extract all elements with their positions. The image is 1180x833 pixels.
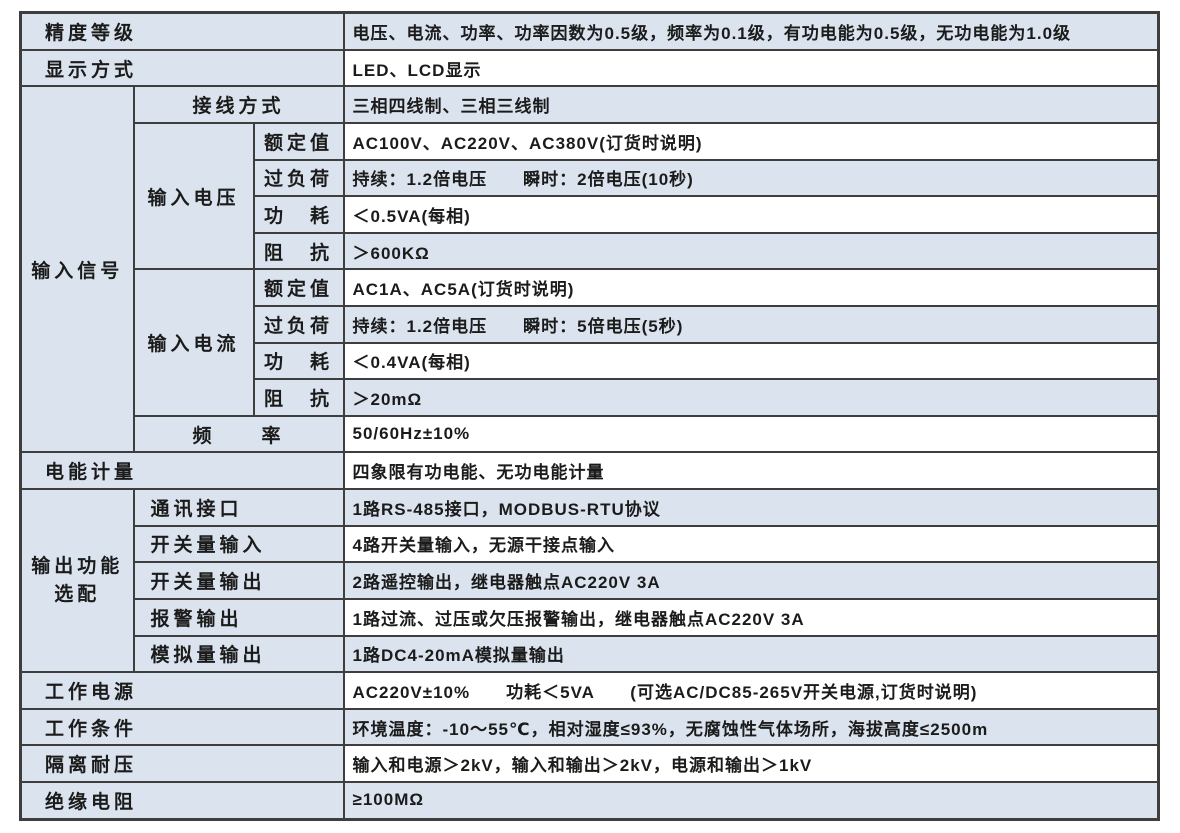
table-row: 绝缘电阻 ≥100MΩ (19, 780, 1160, 821)
analog-output-label: 模拟量输出 (132, 634, 345, 674)
digital-input-label: 开关量输入 (132, 524, 345, 564)
spec-table: 精度等级 电压、电流、功率、功率因数为0.5级，频率为0.1级，有功电能为0.5… (19, 11, 1160, 821)
voltage-power-consumption-value: ＜0.5VA(每相) (342, 195, 1160, 234)
working-power-label: 工作电源 (19, 671, 345, 710)
table-row: 工作条件 环境温度：-10～55℃，相对湿度≤93%，无腐蚀性气体场所，海拔高度… (19, 707, 1160, 747)
input-signal-label: 输入信号 (19, 85, 135, 454)
digital-output-value: 2路遥控输出，继电器触点AC220V 3A (342, 561, 1160, 600)
table-row: 隔离耐压 输入和电源＞2kV，输入和输出＞2kV，电源和输出＞1kV (19, 744, 1160, 783)
accuracy-class-label: 精度等级 (19, 11, 345, 51)
isolation-voltage-label: 隔离耐压 (19, 744, 345, 783)
voltage-power-consumption-label: 功 耗 (252, 195, 345, 234)
digital-input-value: 4路开关量输入，无源干接点输入 (342, 524, 1160, 564)
table-row: 输入电流 额定值 AC1A、AC5A(订货时说明) (21, 268, 1160, 417)
insulation-resistance-label: 绝缘电阻 (19, 780, 345, 821)
frequency-label: 频 率 (132, 414, 345, 454)
table-row: 功 耗 ＜0.5VA(每相) (21, 195, 1160, 234)
current-overload-value: 持续：1.2倍电压 瞬时：5倍电压(5秒) (342, 305, 1160, 344)
analog-output-value: 1路DC4-20mA模拟量输出 (342, 634, 1160, 674)
table-row: 输入信号 接线方式 三相四线制、三相三线制 (19, 85, 1160, 454)
current-power-consumption-label: 功 耗 (252, 341, 345, 381)
digital-output-label: 开关量输出 (132, 561, 345, 600)
table-row: 精度等级 电压、电流、功率、功率因数为0.5级，频率为0.1级，有功电能为0.5… (19, 11, 1160, 51)
output-functions-label: 输出功能 选配 (19, 488, 135, 674)
current-overload-label: 过负荷 (252, 305, 345, 344)
voltage-rated-value: AC100V、AC220V、AC380V(订货时说明) (342, 121, 1160, 161)
isolation-voltage-value: 输入和电源＞2kV，输入和输出＞2kV，电源和输出＞1kV (342, 744, 1160, 783)
working-power-value: AC220V±10% 功耗＜5VA (可选AC/DC85-265V开关电源,订货… (342, 671, 1160, 710)
table-row: 模拟量输出 1路DC4-20mA模拟量输出 (21, 634, 1160, 674)
alarm-output-label: 报警输出 (132, 597, 345, 637)
wiring-mode-value: 三相四线制、三相三线制 (342, 85, 1160, 124)
energy-metering-value: 四象限有功电能、无功电能计量 (342, 451, 1160, 491)
table-row: 显示方式 LED、LCD显示 (19, 48, 1160, 88)
insulation-resistance-value: ≥100MΩ (342, 780, 1160, 821)
current-impedance-value: ＞20mΩ (342, 378, 1160, 417)
current-power-consumption-value: ＜0.4VA(每相) (342, 341, 1160, 381)
current-rated-value: AC1A、AC5A(订货时说明) (342, 268, 1160, 308)
frequency-value: 50/60Hz±10% (342, 414, 1160, 454)
voltage-overload-label: 过负荷 (252, 158, 345, 198)
input-voltage-label: 输入电压 (132, 121, 255, 271)
table-row: 工作电源 AC220V±10% 功耗＜5VA (可选AC/DC85-265V开关… (19, 671, 1160, 710)
table-row: 过负荷 持续：1.2倍电压 瞬时：2倍电压(10秒) (21, 158, 1160, 198)
output-functions-label-line1: 输出功能 (31, 556, 124, 578)
comm-port-label: 通讯接口 (132, 488, 345, 527)
current-impedance-label: 阻 抗 (252, 378, 345, 417)
working-conditions-label: 工作条件 (19, 707, 345, 747)
table-row: 功 耗 ＜0.4VA(每相) (21, 341, 1160, 381)
voltage-rated-label: 额定值 (252, 121, 345, 161)
current-rated-label: 额定值 (252, 268, 345, 308)
comm-port-value: 1路RS-485接口，MODBUS-RTU协议 (342, 488, 1160, 527)
working-conditions-value: 环境温度：-10～55℃，相对湿度≤93%，无腐蚀性气体场所，海拔高度≤2500… (342, 707, 1160, 747)
table-row: 阻 抗 ＞600KΩ (21, 231, 1160, 271)
table-row: 输出功能 选配 通讯接口 1路RS-485接口，MODBUS-RTU协议 (19, 488, 1160, 674)
voltage-impedance-label: 阻 抗 (252, 231, 345, 271)
voltage-overload-value: 持续：1.2倍电压 瞬时：2倍电压(10秒) (342, 158, 1160, 198)
accuracy-class-value: 电压、电流、功率、功率因数为0.5级，频率为0.1级，有功电能为0.5级，无功电… (342, 11, 1160, 51)
display-mode-value: LED、LCD显示 (342, 48, 1160, 88)
output-functions-label-line2: 选配 (54, 583, 101, 605)
alarm-output-value: 1路过流、过压或欠压报警输出，继电器触点AC220V 3A (342, 597, 1160, 637)
table-row: 开关量输出 2路遥控输出，继电器触点AC220V 3A (21, 561, 1160, 600)
table-row: 阻 抗 ＞20mΩ (21, 378, 1160, 417)
voltage-impedance-value: ＞600KΩ (342, 231, 1160, 271)
wiring-mode-label: 接线方式 (132, 85, 345, 124)
input-current-label: 输入电流 (132, 268, 255, 417)
table-row: 电能计量 四象限有功电能、无功电能计量 (19, 451, 1160, 491)
table-row: 输入电压 额定值 AC100V、AC220V、AC380V(订货时说明) (21, 121, 1160, 271)
table-row: 过负荷 持续：1.2倍电压 瞬时：5倍电压(5秒) (21, 305, 1160, 344)
display-mode-label: 显示方式 (19, 48, 345, 88)
table-row: 频 率 50/60Hz±10% (21, 414, 1160, 454)
table-row: 报警输出 1路过流、过压或欠压报警输出，继电器触点AC220V 3A (21, 597, 1160, 637)
energy-metering-label: 电能计量 (19, 451, 345, 491)
table-row: 开关量输入 4路开关量输入，无源干接点输入 (21, 524, 1160, 564)
